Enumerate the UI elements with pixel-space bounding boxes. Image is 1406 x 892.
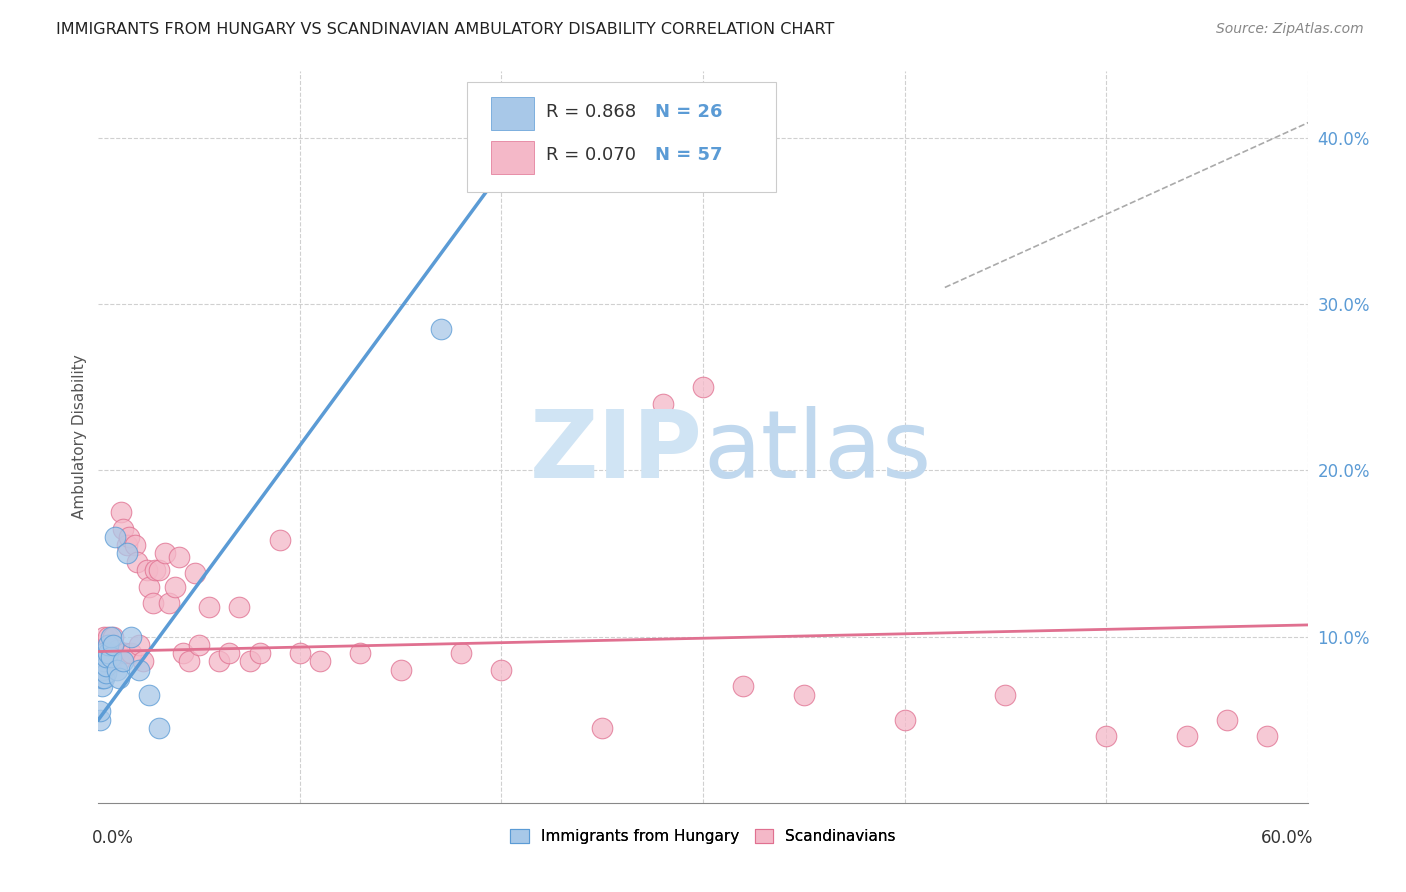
Point [96,646,118,660]
Point [105,663,128,677]
Point [208,655,231,669]
Text: 60.0%: 60.0% [1261,829,1313,847]
Point [89,705,111,719]
Point [142,596,165,610]
Point [491,663,513,677]
Text: IMMIGRANTS FROM HUNGARY VS SCANDINAVIAN AMBULATORY DISABILITY CORRELATION CHART: IMMIGRANTS FROM HUNGARY VS SCANDINAVIAN … [56,22,835,37]
Point [115,546,138,560]
Point [309,655,332,669]
Text: 0.0%: 0.0% [93,829,134,847]
Point [93,630,115,644]
Text: N = 57: N = 57 [655,146,723,164]
Point [125,555,148,569]
Point [157,596,180,610]
Point [269,533,291,548]
Point [218,646,240,660]
Point [97,630,120,644]
Text: ZIP: ZIP [530,406,703,498]
Point [110,505,132,519]
Point [97,638,120,652]
Point [103,530,125,544]
Point [111,655,134,669]
Point [103,646,125,660]
Point [101,638,124,652]
Point [91,671,114,685]
Point [124,538,146,552]
Point [93,671,115,685]
Point [733,680,755,694]
Point [188,638,211,652]
Point [97,638,120,652]
Point [120,630,142,644]
Point [143,563,166,577]
Point [120,646,142,660]
Point [793,688,815,702]
Point [249,646,271,660]
Point [107,671,129,685]
Text: R = 0.070: R = 0.070 [546,146,636,164]
Point [89,713,111,727]
Point [105,643,128,657]
FancyBboxPatch shape [467,82,776,192]
Legend: Immigrants from Hungary, Scandinavians: Immigrants from Hungary, Scandinavians [505,822,901,850]
Point [692,380,714,394]
Point [167,549,190,564]
Point [198,599,221,614]
Point [96,666,118,681]
Text: atlas: atlas [703,406,931,498]
Point [389,663,412,677]
Point [128,663,150,677]
Point [228,599,250,614]
Text: Source: ZipAtlas.com: Source: ZipAtlas.com [1216,22,1364,37]
Point [893,713,915,727]
Point [430,322,453,336]
Point [1216,713,1239,727]
Point [91,663,114,677]
Point [96,649,118,664]
Point [138,688,160,702]
Point [994,688,1017,702]
Y-axis label: Ambulatory Disability: Ambulatory Disability [72,355,87,519]
Point [97,646,120,660]
Point [111,521,134,535]
Point [148,721,170,735]
Point [115,538,138,552]
Text: R = 0.868: R = 0.868 [546,103,636,120]
Point [118,530,141,544]
Point [128,638,150,652]
Point [172,646,194,660]
Point [91,638,114,652]
Point [93,655,115,669]
Point [179,655,201,669]
Point [148,563,170,577]
Point [135,563,157,577]
Point [1256,729,1278,743]
Point [184,566,207,581]
Point [651,397,673,411]
Point [132,655,155,669]
Point [239,655,262,669]
Point [100,649,122,664]
Point [114,646,136,660]
FancyBboxPatch shape [492,141,534,174]
Point [93,646,115,660]
Point [91,680,114,694]
Point [591,721,613,735]
Point [163,580,186,594]
Point [138,580,160,594]
Point [96,659,118,673]
Point [100,655,122,669]
Point [450,646,472,660]
Text: N = 26: N = 26 [655,103,723,120]
Point [349,646,371,660]
Point [107,655,129,669]
Point [100,630,122,644]
Point [1095,729,1118,743]
Point [153,546,176,560]
Point [1175,729,1198,743]
Point [288,646,311,660]
FancyBboxPatch shape [492,97,534,130]
Point [101,630,124,644]
